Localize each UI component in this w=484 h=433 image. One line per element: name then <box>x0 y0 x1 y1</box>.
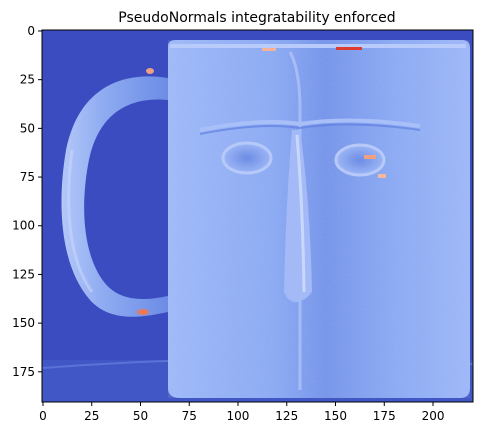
mug-handle <box>61 76 169 317</box>
x-axis: 0 25 50 75 100 125 150 175 200 <box>39 402 444 423</box>
axes-frame <box>41 29 474 403</box>
hot-spot <box>146 68 154 74</box>
hot-spot <box>364 155 376 159</box>
y-tick-label: 125 <box>12 267 35 281</box>
hot-spot <box>262 48 276 51</box>
mug-right-eye <box>334 143 386 177</box>
x-tick-label: 175 <box>373 409 396 423</box>
x-tick-label: 200 <box>422 409 445 423</box>
y-tick-label: 100 <box>12 219 35 233</box>
chart-title: PseudoNormals integratability enforced <box>118 10 395 26</box>
y-tick-label: 25 <box>20 73 35 87</box>
x-tick-label: 100 <box>227 409 250 423</box>
mug-left-eye <box>221 141 273 175</box>
y-tick-label: 175 <box>12 365 35 379</box>
hot-spot <box>137 309 149 315</box>
x-tick-label: 25 <box>84 409 99 423</box>
x-tick-label: 50 <box>133 409 148 423</box>
hot-spot <box>336 47 362 50</box>
x-tick-label: 150 <box>324 409 347 423</box>
mug-nose <box>284 130 312 302</box>
y-axis: 0 25 50 75 100 125 150 175 <box>12 24 42 379</box>
y-tick-label: 75 <box>20 170 35 184</box>
x-tick-label: 75 <box>182 409 197 423</box>
y-tick-label: 0 <box>27 24 35 38</box>
y-tick-label: 50 <box>20 121 35 135</box>
x-tick-label: 0 <box>39 409 47 423</box>
mug-brow <box>199 118 421 132</box>
x-tick-label: 125 <box>275 409 298 423</box>
y-tick-label: 150 <box>12 316 35 330</box>
hot-spot <box>378 174 386 178</box>
heatmap-image <box>42 30 473 402</box>
